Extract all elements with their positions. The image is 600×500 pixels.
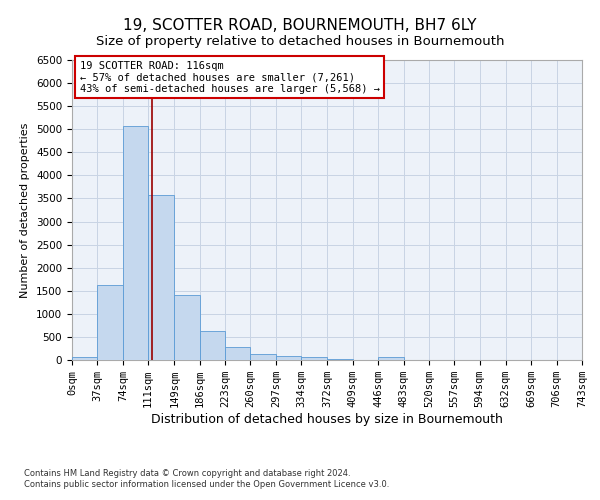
Bar bbox=[276, 356, 301, 360]
Bar bbox=[378, 357, 404, 360]
Bar bbox=[123, 126, 148, 360]
Text: Contains HM Land Registry data © Crown copyright and database right 2024.: Contains HM Land Registry data © Crown c… bbox=[24, 468, 350, 477]
Bar bbox=[225, 346, 250, 360]
Bar bbox=[250, 354, 276, 360]
X-axis label: Distribution of detached houses by size in Bournemouth: Distribution of detached houses by size … bbox=[151, 413, 503, 426]
Y-axis label: Number of detached properties: Number of detached properties bbox=[20, 122, 31, 298]
Text: Contains public sector information licensed under the Open Government Licence v3: Contains public sector information licen… bbox=[24, 480, 389, 489]
Text: Size of property relative to detached houses in Bournemouth: Size of property relative to detached ho… bbox=[96, 35, 504, 48]
Bar bbox=[328, 359, 353, 360]
Text: 19, SCOTTER ROAD, BOURNEMOUTH, BH7 6LY: 19, SCOTTER ROAD, BOURNEMOUTH, BH7 6LY bbox=[123, 18, 477, 32]
Text: 19 SCOTTER ROAD: 116sqm
← 57% of detached houses are smaller (7,261)
43% of semi: 19 SCOTTER ROAD: 116sqm ← 57% of detache… bbox=[80, 60, 380, 94]
Bar bbox=[148, 195, 173, 360]
Bar bbox=[301, 358, 326, 360]
Bar bbox=[72, 356, 97, 360]
Bar bbox=[97, 285, 123, 360]
Bar bbox=[200, 332, 225, 360]
Bar bbox=[174, 295, 200, 360]
